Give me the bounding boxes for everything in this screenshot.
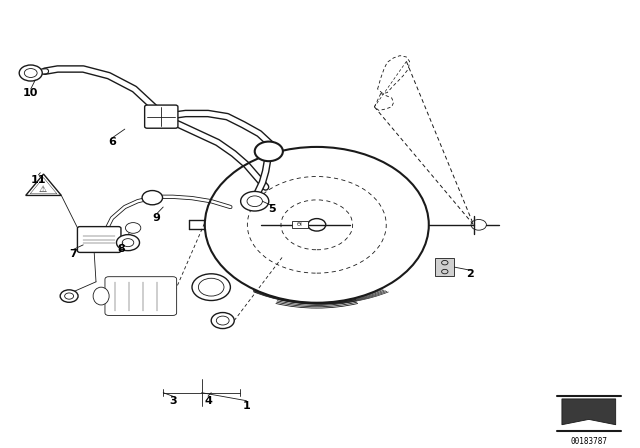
Circle shape [125,223,141,233]
Circle shape [192,274,230,301]
Circle shape [116,235,140,250]
Ellipse shape [93,287,109,305]
Text: 00183787: 00183787 [570,437,607,446]
FancyBboxPatch shape [435,258,454,276]
Text: 4: 4 [204,396,212,406]
Text: 8: 8 [118,244,125,254]
Text: 11: 11 [31,175,46,185]
Text: 5: 5 [268,204,276,214]
FancyBboxPatch shape [77,227,121,252]
FancyBboxPatch shape [292,221,308,228]
Text: 6: 6 [108,138,116,147]
Text: 9: 9 [153,213,161,223]
Circle shape [211,313,234,328]
Circle shape [241,191,269,211]
FancyBboxPatch shape [105,277,177,315]
Circle shape [142,190,163,205]
Circle shape [19,65,42,81]
Text: ΘΙ: ΘΙ [297,222,303,227]
Text: 2: 2 [467,269,474,279]
Circle shape [60,290,78,302]
Text: 1: 1 [243,401,250,411]
Text: 10: 10 [23,89,38,99]
FancyBboxPatch shape [145,105,178,128]
Text: ⚠: ⚠ [38,185,46,194]
Text: 3: 3 [169,396,177,406]
Circle shape [255,142,283,161]
Polygon shape [562,399,616,425]
Text: 7: 7 [70,249,77,259]
